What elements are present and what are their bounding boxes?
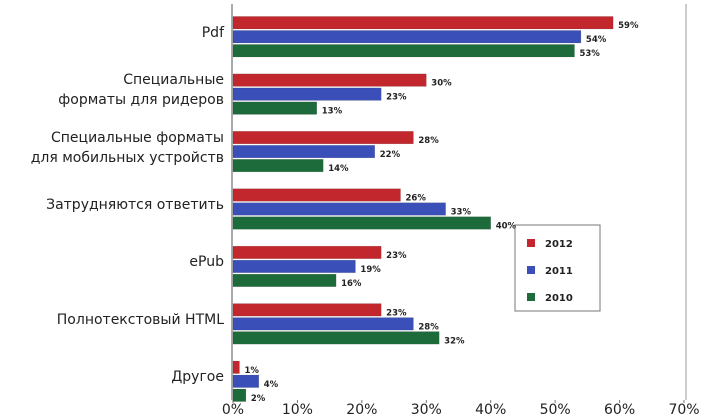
- bar: [232, 30, 582, 44]
- bar: [232, 16, 614, 30]
- value-label: 54%: [586, 35, 607, 45]
- legend-swatch: [527, 293, 535, 301]
- legend-swatch: [527, 239, 535, 247]
- x-tick-label: 60%: [604, 402, 635, 418]
- x-tick-label: 20%: [346, 402, 377, 418]
- x-tick-label: 40%: [475, 402, 506, 418]
- value-label: 16%: [341, 279, 362, 289]
- bar: [232, 145, 375, 159]
- x-tick-label: 70%: [668, 402, 699, 418]
- bar: [232, 202, 446, 216]
- bar: [232, 188, 401, 202]
- value-label: 22%: [380, 150, 401, 160]
- legend-label: 2011: [545, 266, 573, 277]
- x-tick-label: 10%: [282, 402, 313, 418]
- value-label: 23%: [386, 251, 407, 261]
- value-label: 59%: [618, 21, 639, 31]
- value-label: 19%: [360, 265, 381, 275]
- value-label: 26%: [406, 194, 427, 204]
- value-label: 14%: [328, 164, 349, 174]
- bar: [232, 216, 491, 230]
- value-label: 23%: [386, 93, 407, 103]
- value-label: 2%: [251, 394, 266, 404]
- value-label: 13%: [322, 107, 343, 117]
- bar: [232, 131, 414, 145]
- bar: [232, 303, 382, 317]
- value-label: 28%: [418, 136, 439, 146]
- legend-label: 2010: [545, 293, 573, 304]
- value-label: 30%: [431, 79, 452, 89]
- bar: [232, 331, 440, 345]
- bar: [232, 159, 324, 173]
- x-tick-label: 50%: [540, 402, 571, 418]
- bar: [232, 317, 414, 331]
- value-label: 1%: [244, 366, 259, 376]
- value-label: 4%: [264, 380, 279, 390]
- bar: [232, 101, 318, 115]
- y-tick-label: Другое: [171, 369, 224, 386]
- bar: [232, 245, 382, 259]
- bar: [232, 87, 382, 101]
- x-tick-label: 30%: [411, 402, 442, 418]
- value-label: 32%: [444, 336, 465, 346]
- bar: [232, 360, 240, 374]
- bar: [232, 388, 247, 402]
- y-tick-label: Pdf: [201, 24, 224, 41]
- bar: [232, 273, 337, 287]
- y-tick-label: Специальные форматы для ридеров: [58, 72, 224, 109]
- x-tick-label: 0%: [222, 402, 244, 418]
- y-tick-label: Специальные форматы для мобильных устрой…: [30, 129, 224, 166]
- y-tick-label: Затрудняются ответить: [46, 197, 224, 213]
- bar: [232, 73, 427, 87]
- bar: [232, 44, 575, 58]
- value-label: 28%: [418, 322, 439, 332]
- bar: [232, 374, 260, 388]
- value-label: 40%: [496, 222, 517, 232]
- legend-swatch: [527, 266, 535, 274]
- y-tick-label: ePub: [189, 254, 224, 271]
- value-label: 23%: [386, 308, 407, 318]
- y-tick-label: Полнотекстовый HTML: [56, 311, 224, 328]
- bar: [232, 259, 356, 273]
- value-label: 33%: [451, 208, 472, 218]
- value-label: 53%: [579, 49, 600, 59]
- legend-label: 2012: [545, 239, 573, 250]
